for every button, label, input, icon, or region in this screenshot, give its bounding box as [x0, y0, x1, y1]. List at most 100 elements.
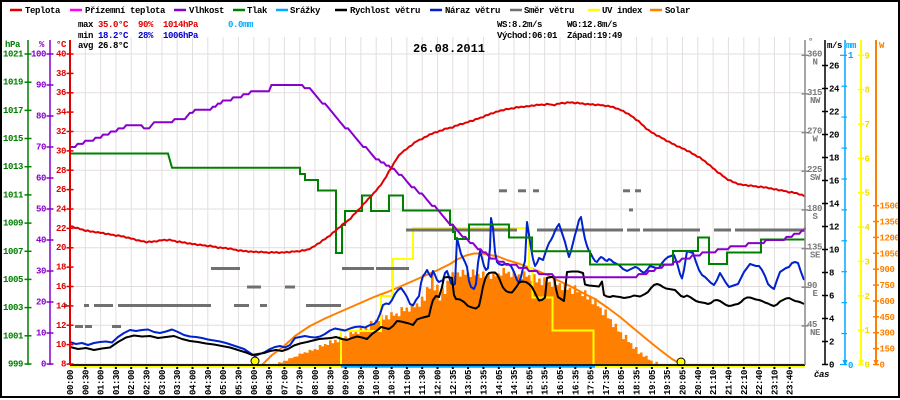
- svg-text:N: N: [812, 57, 817, 67]
- svg-text:315: 315: [807, 88, 822, 98]
- svg-text:10:00: 10:00: [372, 370, 382, 395]
- svg-text:18: 18: [56, 263, 66, 273]
- svg-text:07:00: 07:00: [280, 370, 290, 395]
- svg-text:0: 0: [41, 360, 46, 370]
- svg-text:02:30: 02:30: [143, 370, 153, 395]
- svg-text:1011: 1011: [3, 190, 24, 200]
- svg-text:NE: NE: [810, 328, 821, 338]
- svg-text:15:35: 15:35: [541, 370, 551, 395]
- svg-text:300: 300: [880, 329, 895, 339]
- svg-text:Teplota: Teplota: [25, 6, 61, 16]
- svg-text:2: 2: [829, 338, 834, 348]
- svg-text:1021: 1021: [3, 50, 24, 60]
- svg-text:Přízemní teplota: Přízemní teplota: [85, 6, 166, 16]
- svg-text:mm: mm: [846, 41, 857, 51]
- svg-text:06:30: 06:30: [265, 370, 275, 395]
- svg-text:max: max: [78, 20, 94, 30]
- svg-text:4: 4: [865, 223, 871, 233]
- svg-text:999: 999: [8, 360, 23, 370]
- svg-text:1017: 1017: [3, 106, 23, 116]
- svg-text:14:05: 14:05: [495, 370, 505, 395]
- svg-text:S: S: [812, 212, 818, 222]
- svg-text:23:40: 23:40: [786, 370, 796, 395]
- svg-text:26.8°C: 26.8°C: [98, 41, 129, 51]
- svg-text:0.0mm: 0.0mm: [228, 20, 254, 30]
- svg-text:35.0°C: 35.0°C: [98, 20, 129, 30]
- svg-text:30: 30: [56, 146, 66, 156]
- svg-text:min: min: [78, 31, 93, 41]
- svg-text:23:10: 23:10: [770, 370, 780, 395]
- svg-text:05:00: 05:00: [219, 370, 229, 395]
- svg-text:17:35: 17:35: [602, 370, 612, 395]
- svg-text:1006hPa: 1006hPa: [163, 31, 199, 41]
- svg-text:1007: 1007: [3, 247, 23, 257]
- svg-text:10: 10: [829, 246, 839, 256]
- svg-text:00:30: 00:30: [81, 370, 91, 395]
- svg-text:100: 100: [31, 50, 46, 60]
- svg-text:22:10: 22:10: [740, 370, 750, 395]
- svg-text:hPa: hPa: [5, 40, 21, 50]
- svg-text:SW: SW: [810, 173, 821, 183]
- svg-text:19:35: 19:35: [663, 370, 673, 395]
- svg-text:1050: 1050: [880, 249, 900, 259]
- svg-text:21:10: 21:10: [709, 370, 719, 395]
- svg-text:1: 1: [865, 326, 871, 336]
- svg-text:28: 28: [56, 166, 66, 176]
- svg-text:80: 80: [36, 112, 46, 122]
- svg-text:90: 90: [36, 81, 46, 91]
- svg-text:09:00: 09:00: [342, 370, 352, 395]
- svg-text:1019: 1019: [3, 78, 23, 88]
- svg-text:6: 6: [865, 154, 870, 164]
- svg-text:0: 0: [865, 361, 870, 371]
- svg-text:750: 750: [880, 281, 895, 291]
- svg-text:SE: SE: [810, 251, 821, 261]
- svg-text:32: 32: [56, 127, 66, 137]
- svg-text:08:00: 08:00: [311, 370, 321, 395]
- svg-text:15:05: 15:05: [525, 370, 535, 395]
- svg-text:avg: avg: [78, 41, 93, 51]
- svg-text:1500: 1500: [880, 202, 900, 212]
- svg-text:1200: 1200: [880, 233, 900, 243]
- svg-text:Náraz větru: Náraz větru: [445, 6, 500, 16]
- svg-text:°: °: [808, 37, 813, 47]
- svg-text:24: 24: [56, 205, 67, 215]
- svg-text:180: 180: [807, 204, 822, 214]
- svg-text:09:30: 09:30: [357, 370, 367, 395]
- svg-text:03:30: 03:30: [173, 370, 183, 395]
- svg-text:34: 34: [56, 108, 67, 118]
- svg-text:30: 30: [36, 267, 46, 277]
- svg-text:24: 24: [829, 85, 840, 95]
- svg-text:W: W: [812, 135, 818, 145]
- svg-text:3: 3: [865, 257, 870, 267]
- svg-text:150: 150: [880, 345, 895, 355]
- svg-text:E: E: [812, 289, 818, 299]
- svg-text:900: 900: [880, 265, 895, 275]
- svg-text:02:00: 02:00: [127, 370, 137, 395]
- svg-text:6: 6: [829, 292, 834, 302]
- svg-text:14: 14: [829, 200, 840, 210]
- svg-text:WS:8.2m/s: WS:8.2m/s: [497, 20, 542, 30]
- svg-text:20: 20: [36, 298, 46, 308]
- svg-text:1013: 1013: [3, 162, 23, 172]
- svg-text:40: 40: [36, 236, 46, 246]
- svg-text:Solar: Solar: [665, 6, 690, 16]
- svg-text:13:05: 13:05: [464, 370, 474, 395]
- svg-text:16: 16: [829, 177, 839, 187]
- svg-text:26: 26: [829, 62, 839, 72]
- svg-text:28%: 28%: [138, 31, 154, 41]
- svg-text:2: 2: [865, 292, 870, 302]
- svg-text:03:00: 03:00: [158, 370, 168, 395]
- svg-text:07:30: 07:30: [296, 370, 306, 395]
- svg-text:1: 1: [848, 51, 854, 61]
- svg-text:20:05: 20:05: [679, 370, 689, 395]
- svg-text:22:40: 22:40: [755, 370, 765, 395]
- svg-text:08:30: 08:30: [326, 370, 336, 395]
- svg-text:0: 0: [829, 361, 834, 371]
- svg-text:17:05: 17:05: [587, 370, 597, 395]
- svg-text:1014hPa: 1014hPa: [163, 20, 199, 30]
- svg-text:01:00: 01:00: [97, 370, 107, 395]
- svg-text:00:00: 00:00: [66, 370, 76, 395]
- svg-text:18:05: 18:05: [617, 370, 627, 395]
- svg-text:Západ:19:49: Západ:19:49: [567, 31, 622, 41]
- svg-text:40: 40: [56, 50, 66, 60]
